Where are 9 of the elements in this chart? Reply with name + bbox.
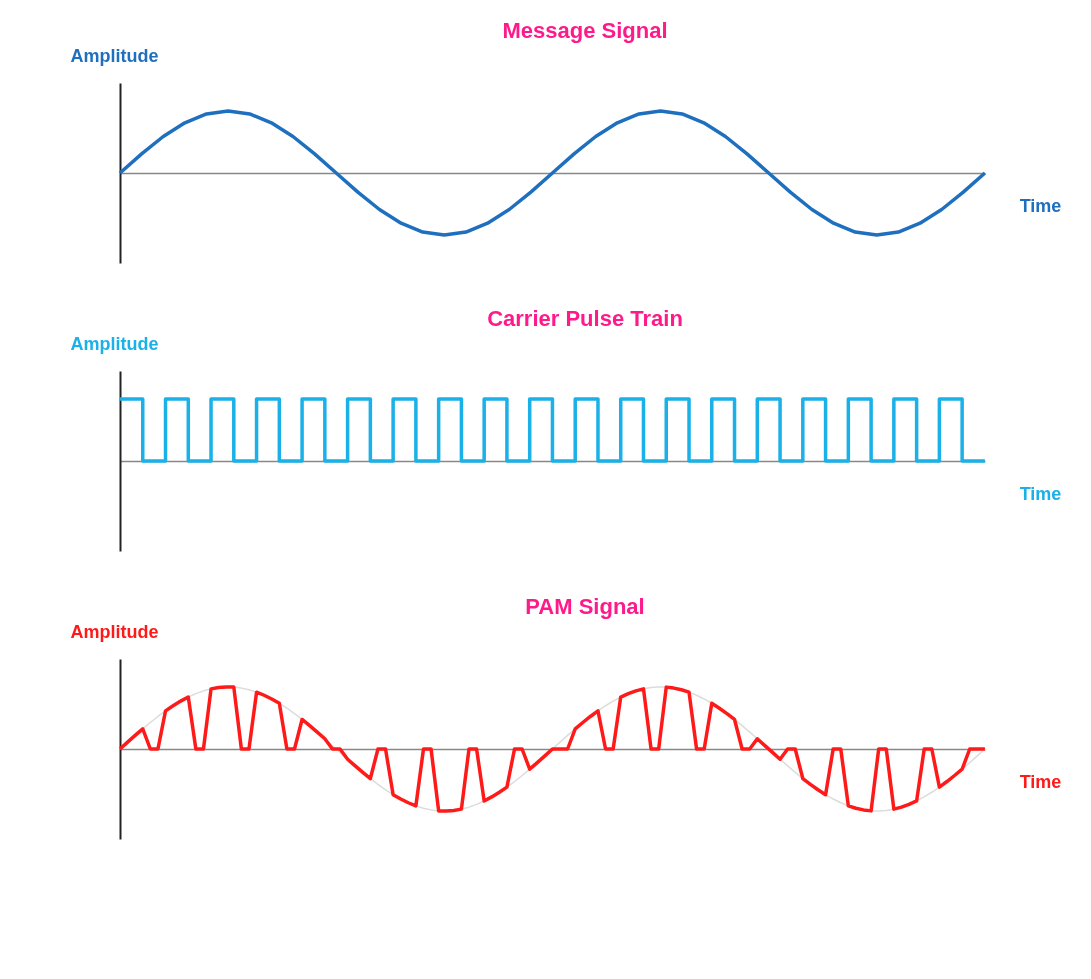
chart-title: Message Signal xyxy=(502,18,668,43)
x-axis-title: Time xyxy=(1019,483,1062,504)
x-axis-title: Time xyxy=(1019,771,1062,792)
y-axis-title: Amplitude xyxy=(70,621,159,642)
chart-title: PAM Signal xyxy=(525,594,645,619)
y-axis-title: Amplitude xyxy=(70,333,159,354)
chart-title: Carrier Pulse Train xyxy=(487,306,683,331)
x-axis-title: Time xyxy=(1019,195,1062,216)
y-axis-title: Amplitude xyxy=(70,45,159,66)
